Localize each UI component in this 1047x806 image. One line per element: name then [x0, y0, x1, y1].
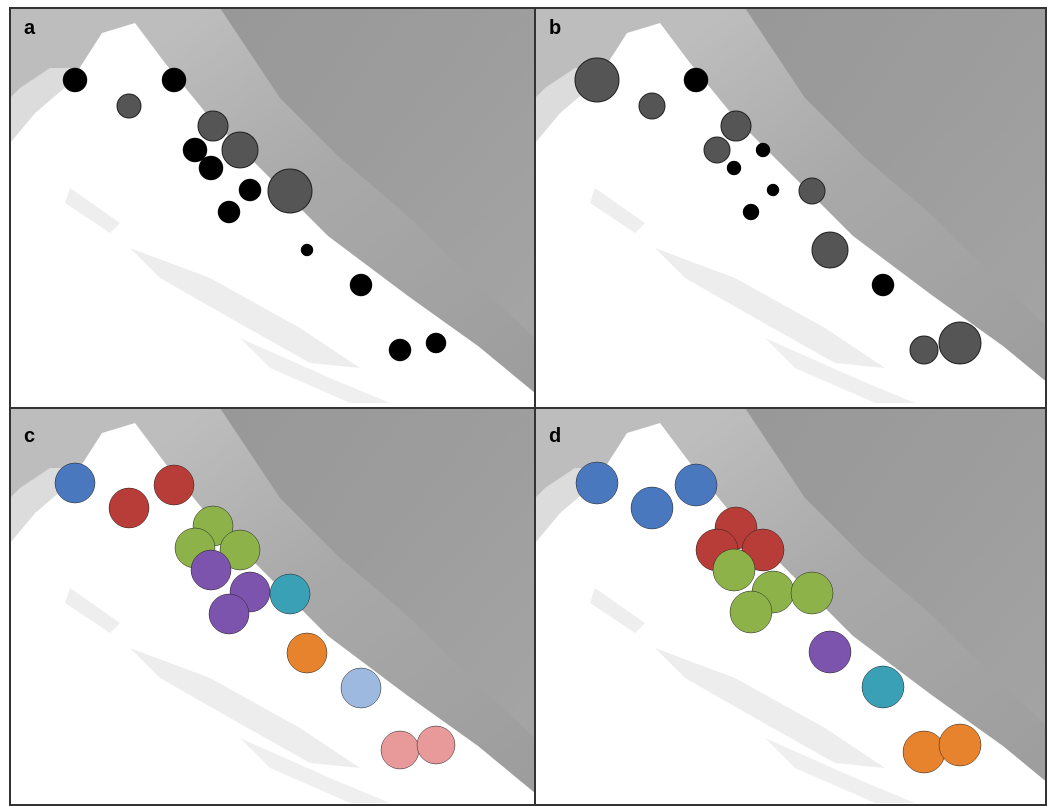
site-marker	[767, 184, 779, 196]
site-marker	[812, 232, 848, 268]
site-marker	[872, 274, 894, 296]
site-marker	[903, 731, 945, 773]
site-marker	[799, 178, 825, 204]
site-marker	[730, 591, 772, 633]
site-marker	[675, 464, 717, 506]
panel-label: c	[24, 425, 35, 447]
site-marker	[162, 68, 186, 92]
panel-label: b	[549, 17, 561, 39]
site-marker	[704, 137, 730, 163]
site-marker	[218, 201, 240, 223]
site-marker	[109, 488, 149, 528]
site-marker	[209, 594, 249, 634]
site-marker	[350, 274, 372, 296]
site-marker	[268, 169, 312, 213]
site-marker	[55, 463, 95, 503]
site-marker	[684, 68, 708, 92]
site-marker	[301, 244, 313, 256]
site-marker	[389, 339, 411, 361]
site-marker	[417, 726, 455, 764]
page: a b c d (() => { const data = JSON.parse…	[0, 0, 1047, 806]
figure: a b c d	[0, 0, 1047, 806]
site-marker	[809, 631, 851, 673]
site-marker	[575, 58, 619, 102]
site-marker	[154, 465, 194, 505]
site-marker	[721, 111, 751, 141]
site-marker	[222, 132, 258, 168]
site-marker	[939, 724, 981, 766]
site-marker	[576, 462, 618, 504]
site-marker	[239, 179, 261, 201]
site-marker	[639, 93, 665, 119]
panel-label: a	[24, 17, 36, 39]
site-marker	[743, 204, 759, 220]
site-marker	[756, 143, 770, 157]
site-marker	[63, 68, 87, 92]
site-marker	[381, 731, 419, 769]
site-marker	[198, 111, 228, 141]
site-marker	[862, 666, 904, 708]
site-marker	[939, 322, 981, 364]
panel-label: d	[549, 425, 561, 447]
site-marker	[791, 572, 833, 614]
site-marker	[117, 94, 141, 118]
panel-c: c	[10, 408, 535, 806]
site-marker	[631, 487, 673, 529]
site-marker	[426, 333, 446, 353]
site-marker	[199, 156, 223, 180]
panel-a: a	[10, 8, 535, 408]
site-marker	[287, 633, 327, 673]
site-marker	[270, 574, 310, 614]
site-marker	[341, 668, 381, 708]
site-marker	[727, 161, 741, 175]
site-marker	[910, 336, 938, 364]
site-marker	[713, 549, 755, 591]
site-marker	[191, 550, 231, 590]
